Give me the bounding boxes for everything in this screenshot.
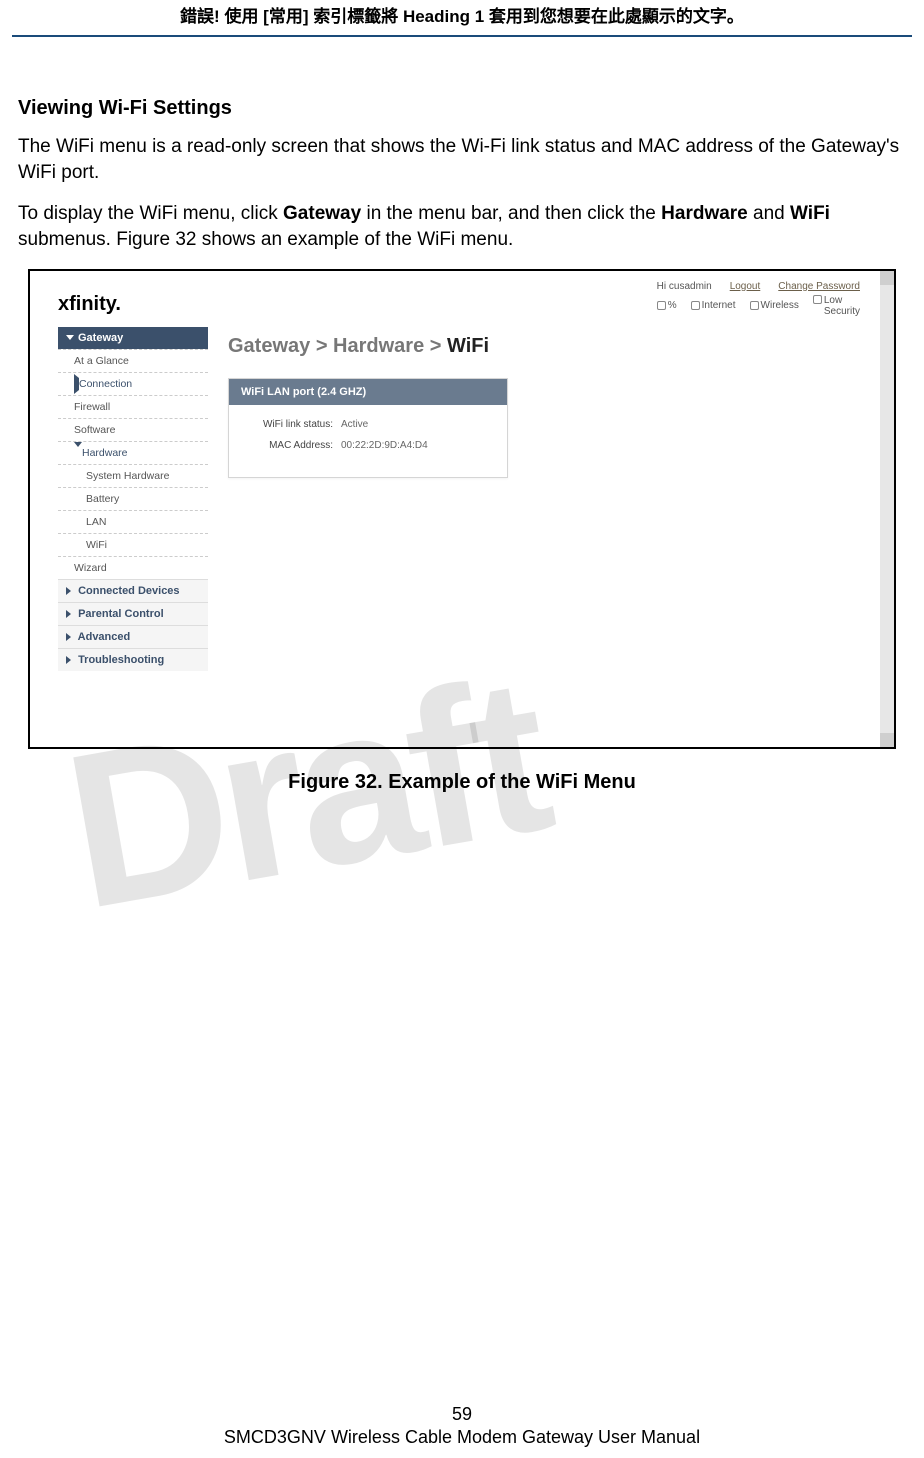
caret-right-icon	[66, 610, 71, 618]
internet-icon	[691, 301, 700, 310]
p2-gateway: Gateway	[283, 203, 361, 224]
caret-down-icon	[66, 335, 74, 340]
logout-link[interactable]: Logout	[730, 281, 761, 292]
section-title: Viewing Wi-Fi Settings	[18, 97, 906, 120]
page-footer: 59 SMCD3GNV Wireless Cable Modem Gateway…	[0, 1404, 924, 1448]
sidebar-wizard[interactable]: Wizard	[58, 556, 208, 579]
running-header: 錯誤! 使用 [常用] 索引標籤將 Heading 1 套用到您想要在此處顯示的…	[0, 0, 924, 35]
internet-label: Internet	[702, 300, 736, 311]
sidebar-label: Troubleshooting	[78, 654, 164, 666]
header-bold: Heading 1	[403, 7, 484, 26]
header-rule	[12, 35, 912, 37]
sidebar-software[interactable]: Software	[58, 418, 208, 441]
sidebar-wifi[interactable]: WiFi	[58, 533, 208, 556]
sidebar-system-hardware[interactable]: System Hardware	[58, 464, 208, 487]
percent-label: %	[668, 300, 677, 311]
mac-address-value: 00:22:2D:9D:A4:D4	[341, 440, 428, 451]
caret-right-icon	[66, 633, 71, 641]
caret-down-icon	[74, 442, 82, 459]
breadcrumb-current: WiFi	[447, 335, 489, 357]
p2-text: in the menu bar, and then click the	[361, 203, 661, 224]
breadcrumb-path: Gateway > Hardware >	[228, 335, 447, 357]
wifi-panel: WiFi LAN port (2.4 GHZ) WiFi link status…	[228, 378, 508, 478]
sidebar-battery[interactable]: Battery	[58, 487, 208, 510]
security-label: Security	[824, 306, 860, 317]
wifi-link-status-label: WiFi link status:	[241, 419, 333, 430]
header-pre: 錯誤! 使用 [常用] 索引標籤將	[180, 7, 403, 26]
p2-text: submenus. Figure 32 shows an example of …	[18, 229, 513, 250]
page-number: 59	[0, 1404, 924, 1425]
security-icon	[813, 295, 822, 304]
p2-wifi: WiFi	[790, 203, 830, 224]
xfinity-logo: xfinity.	[58, 293, 121, 316]
scrollbar[interactable]	[880, 271, 894, 747]
paragraph-1: The WiFi menu is a read-only screen that…	[18, 134, 906, 185]
sidebar-connection[interactable]: Connection	[58, 372, 208, 395]
breadcrumb: Gateway > Hardware > WiFi	[228, 335, 860, 358]
sidebar-troubleshooting[interactable]: Troubleshooting	[58, 648, 208, 671]
p2-hardware: Hardware	[661, 203, 748, 224]
paragraph-2: To display the WiFi menu, click Gateway …	[18, 201, 906, 252]
wireless-icon	[750, 301, 759, 310]
sidebar-gateway[interactable]: Gateway	[58, 327, 208, 349]
header-post: 套用到您想要在此處顯示的文字。	[484, 7, 744, 26]
sidebar-label: Parental Control	[78, 608, 164, 620]
caret-right-icon	[66, 587, 71, 595]
sidebar: Gateway At a Glance Connection Firewall …	[58, 327, 208, 671]
sidebar-firewall[interactable]: Firewall	[58, 395, 208, 418]
greeting: Hi cusadmin	[657, 281, 712, 292]
wifi-panel-header: WiFi LAN port (2.4 GHZ)	[229, 379, 507, 405]
wifi-link-status-value: Active	[341, 419, 368, 430]
screenshot-topbar: xfinity. Hi cusadmin Logout Change Passw…	[58, 281, 860, 317]
sidebar-lan[interactable]: LAN	[58, 510, 208, 533]
change-password-link[interactable]: Change Password	[778, 281, 860, 292]
p2-text: and	[748, 203, 790, 224]
sidebar-label: Connected Devices	[78, 585, 179, 597]
wireless-label: Wireless	[761, 300, 799, 311]
mac-address-label: MAC Address:	[241, 440, 333, 451]
sidebar-label: Hardware	[82, 447, 128, 459]
p2-text: To display the WiFi menu, click	[18, 203, 283, 224]
sidebar-connected-devices[interactable]: Connected Devices	[58, 579, 208, 602]
sidebar-label: Gateway	[78, 332, 123, 344]
sidebar-hardware[interactable]: Hardware	[58, 441, 208, 464]
sidebar-parental-control[interactable]: Parental Control	[58, 602, 208, 625]
sidebar-label: Advanced	[78, 631, 131, 643]
security-low: Low	[824, 295, 860, 306]
sidebar-label: Connection	[79, 378, 132, 390]
caret-right-icon	[66, 656, 71, 664]
battery-icon	[657, 301, 666, 310]
sidebar-advanced[interactable]: Advanced	[58, 625, 208, 648]
manual-title: SMCD3GNV Wireless Cable Modem Gateway Us…	[224, 1427, 700, 1447]
sidebar-at-a-glance[interactable]: At a Glance	[58, 349, 208, 372]
figure-caption: Figure 32. Example of the WiFi Menu	[18, 771, 906, 794]
screenshot-frame: xfinity. Hi cusadmin Logout Change Passw…	[28, 269, 896, 749]
